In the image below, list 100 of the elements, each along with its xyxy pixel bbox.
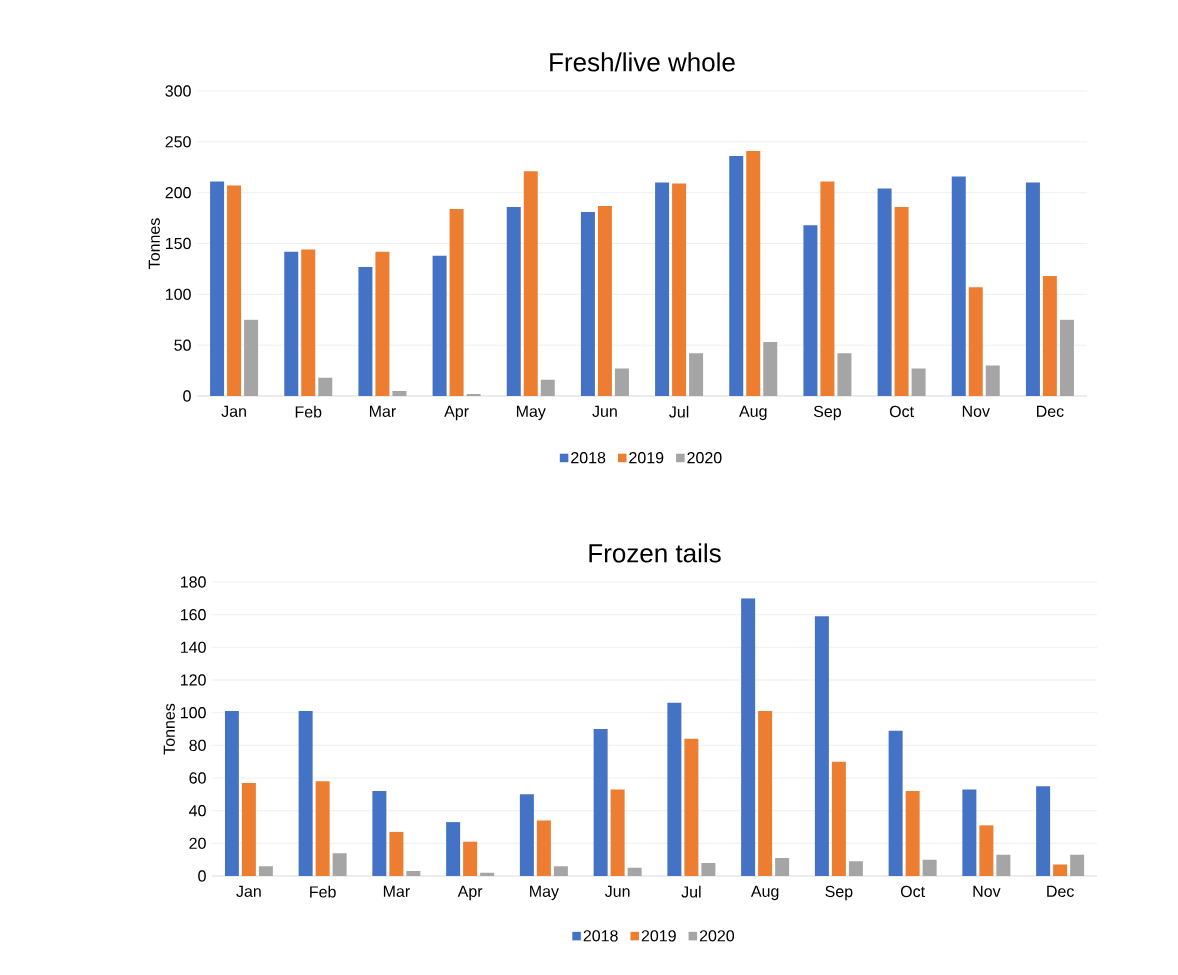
- x-tick-label: Sep: [813, 405, 841, 421]
- bar: [227, 185, 242, 396]
- legend-label: 2020: [687, 452, 722, 464]
- bar: [814, 616, 829, 876]
- bar: [1059, 319, 1074, 396]
- y-tick-label: 300: [165, 85, 191, 97]
- x-tick-label: Jun: [604, 885, 630, 897]
- bar: [332, 853, 347, 876]
- bar: [775, 858, 790, 876]
- y-tick-label: 120: [181, 674, 206, 686]
- bar: [979, 825, 994, 876]
- bar: [449, 208, 464, 396]
- y-tick-label: 50: [174, 339, 191, 351]
- x-tick-label: Oct: [889, 405, 914, 418]
- y-tick-label: 150: [166, 237, 191, 250]
- x-tick-label: Dec: [1037, 405, 1064, 417]
- bar: [968, 287, 983, 396]
- bar: [597, 205, 612, 396]
- bar: [1070, 854, 1085, 876]
- y-tick-label: 100: [166, 288, 191, 300]
- bar: [996, 854, 1011, 876]
- y-tick-label: 0: [183, 390, 191, 402]
- bar: [741, 598, 756, 876]
- y-tick-label: 180: [181, 576, 206, 588]
- y-axis-title: Tonnes: [148, 218, 160, 269]
- bar: [758, 711, 773, 876]
- y-tick-label: 140: [181, 641, 206, 653]
- bar: [318, 377, 333, 396]
- y-tick-label: 100: [181, 707, 206, 719]
- y-tick-label: 20: [189, 837, 206, 849]
- x-tick-label: Jan: [221, 405, 246, 417]
- bar: [837, 353, 852, 396]
- bar: [763, 342, 778, 396]
- bar: [911, 368, 926, 396]
- x-tick-label: May: [516, 405, 546, 421]
- x-tick-label: Dec: [1047, 885, 1074, 897]
- x-tick-label: Oct: [900, 885, 925, 898]
- bar: [375, 251, 390, 396]
- bar: [627, 867, 642, 876]
- x-tick-label: Jul: [669, 405, 689, 418]
- bar: [1036, 786, 1051, 876]
- x-tick-label: Mar: [369, 405, 396, 417]
- bar: [210, 181, 225, 396]
- legend-label: 2018: [583, 930, 618, 942]
- bar: [298, 711, 313, 876]
- bar: [463, 841, 478, 876]
- bar: [1025, 182, 1040, 396]
- bar: [820, 181, 835, 396]
- x-tick-label: Nov: [973, 885, 1001, 897]
- bar: [553, 866, 568, 876]
- bar: [905, 791, 920, 876]
- bar: [372, 791, 387, 876]
- chart-title: Fresh/live whole: [550, 52, 735, 72]
- bar: [540, 379, 555, 396]
- bar: [614, 368, 629, 396]
- bar: [888, 730, 903, 876]
- x-tick-label: Jul: [681, 885, 701, 898]
- x-tick-label: Nov: [962, 405, 990, 417]
- bar: [610, 789, 625, 876]
- x-tick-label: Aug: [750, 885, 779, 901]
- x-tick-label: Mar: [383, 885, 410, 897]
- bar: [729, 156, 744, 396]
- bar: [667, 702, 682, 876]
- bar: [301, 249, 316, 396]
- bar: [432, 255, 447, 396]
- legend-label: 2020: [699, 930, 735, 942]
- bar: [315, 781, 330, 876]
- y-tick-label: 40: [189, 805, 206, 817]
- y-tick-label: 80: [189, 739, 206, 751]
- bar: [894, 206, 909, 396]
- bar: [746, 150, 761, 396]
- bar: [848, 861, 863, 876]
- bar: [284, 251, 299, 396]
- bar: [241, 782, 256, 876]
- y-tick-label: 250: [165, 136, 191, 148]
- bar: [672, 183, 687, 396]
- y-tick-label: 200: [165, 187, 191, 199]
- bar: [406, 871, 421, 876]
- bar: [506, 206, 521, 396]
- bar: [803, 225, 818, 396]
- x-tick-label: Aug: [739, 405, 767, 421]
- y-tick-label: 160: [181, 609, 206, 621]
- bar: [446, 822, 461, 876]
- y-tick-label: 60: [189, 772, 206, 784]
- bar: [480, 872, 495, 876]
- x-tick-label: Feb: [310, 885, 336, 898]
- legend-label: 2019: [629, 452, 664, 464]
- bar: [1053, 864, 1068, 876]
- bar: [701, 862, 716, 876]
- bar: [655, 182, 670, 396]
- bar: [951, 176, 966, 396]
- bar: [523, 171, 538, 396]
- x-tick-label: Apr: [444, 405, 469, 421]
- bar: [389, 831, 404, 876]
- legend-label: 2018: [571, 452, 606, 464]
- legend-label: 2019: [641, 930, 676, 942]
- bar: [224, 711, 239, 876]
- bar: [1042, 276, 1057, 396]
- bar: [258, 866, 273, 876]
- bar: [392, 390, 407, 396]
